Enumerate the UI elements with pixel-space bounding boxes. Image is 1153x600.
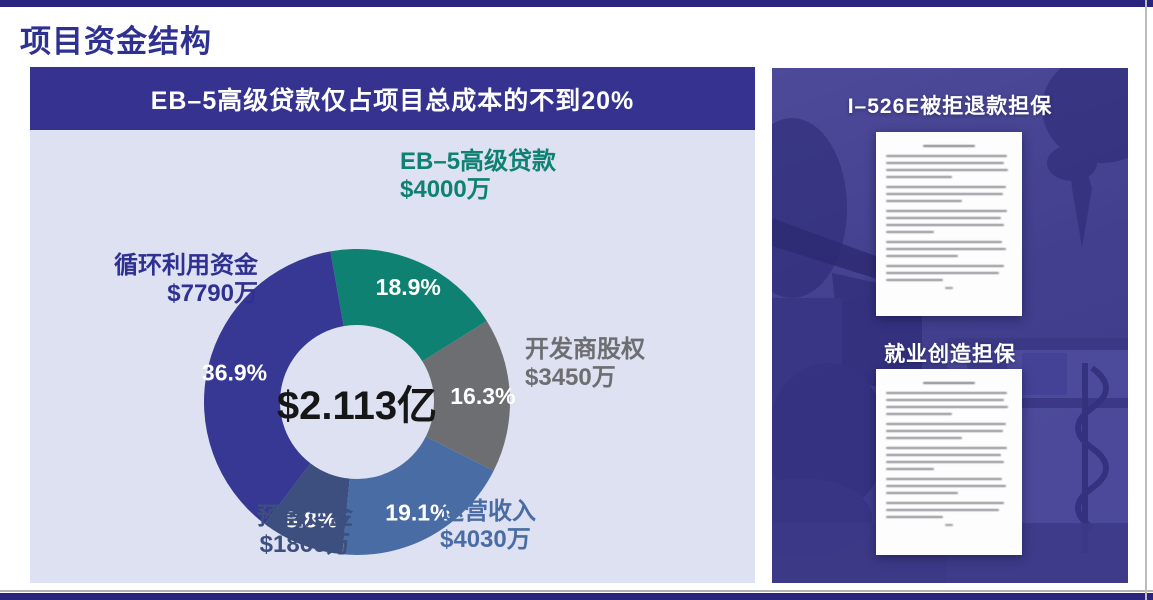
- donut-slice-4: [203, 251, 344, 524]
- donut-slice-0: [330, 248, 487, 362]
- refund-guarantee-document: [876, 132, 1022, 316]
- callout-recycled-funds: 循环利用资金 $7790万: [68, 252, 258, 307]
- donut-percent-label-2: 19.1%: [385, 499, 450, 525]
- donut-percent-label-0: 18.9%: [376, 274, 441, 300]
- callout-operating-income: 运营收入 $4030万: [440, 498, 640, 553]
- callout-amount: $1860万: [259, 530, 351, 558]
- funding-chart-panel: EB–5高级贷款仅占项目总成本的不到20% 18.9% 16.3% 19.1% 8.8…: [30, 67, 755, 583]
- callout-label: 循环利用资金: [114, 252, 258, 279]
- donut-percent-label-4: 36.9%: [202, 359, 267, 385]
- callout-label: 运营收入: [440, 498, 536, 525]
- donut-slice-3: [264, 463, 350, 555]
- guarantees-panel: I–526E被拒退款担保 就业创造担保: [772, 68, 1128, 583]
- bottom-edge-line: [0, 590, 1153, 592]
- callout-presale-deposit: 预售定金 $1860万: [205, 503, 405, 558]
- callout-amount: $4030万: [440, 525, 531, 553]
- callout-eb5-loan: EB–5高级贷款 $4000万: [400, 148, 620, 203]
- donut-slice-1: [422, 321, 510, 471]
- callout-amount: $7790万: [167, 279, 258, 307]
- callout-label: 开发商股权: [525, 336, 645, 363]
- donut-slice-2: [342, 436, 494, 555]
- callout-developer-equity: 开发商股权 $3450万: [525, 336, 705, 391]
- funding-donut-chart: 18.9% 16.3% 19.1% 8.8% 36.9%: [202, 248, 515, 555]
- chart-banner: EB–5高级贷款仅占项目总成本的不到20%: [30, 67, 755, 130]
- callout-label: 预售定金: [257, 503, 353, 530]
- donut-percent-label-1: 16.3%: [450, 383, 515, 409]
- guarantee-refund-title: I–526E被拒退款担保: [847, 95, 1053, 118]
- callout-amount: $3450万: [525, 363, 616, 391]
- callout-label: EB–5高级贷款: [400, 148, 557, 175]
- callout-amount: $4000万: [400, 175, 491, 203]
- bottom-frame-bar: [0, 593, 1153, 600]
- page-title: 项目资金结构: [20, 24, 212, 59]
- guarantee-jobs-title: 就业创造担保: [884, 343, 1016, 366]
- right-edge-line: [1145, 0, 1147, 600]
- donut-percent-label-3: 8.8%: [285, 506, 337, 532]
- document-text-blurred: [886, 145, 1012, 289]
- document-text-blurred: [886, 382, 1012, 526]
- job-creation-guarantee-document: [876, 369, 1022, 555]
- top-frame-bar: [0, 0, 1153, 7]
